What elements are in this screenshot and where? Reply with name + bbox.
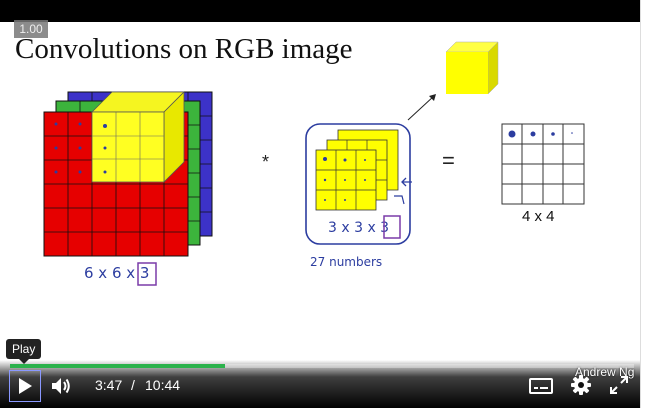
captions-button[interactable]	[528, 376, 554, 396]
filter-cube-front	[91, 111, 165, 183]
output-grid	[501, 123, 585, 205]
filter-outline	[305, 123, 411, 245]
captions-icon	[529, 378, 553, 394]
cube-arrow	[407, 95, 435, 121]
settings-button[interactable]	[570, 374, 592, 396]
output-dots	[508, 130, 573, 138]
convolution-operator: *	[262, 152, 270, 172]
cube-front	[446, 52, 488, 94]
filter-arrow-left	[401, 177, 412, 187]
filter-mark	[394, 195, 405, 205]
input-dots	[54, 122, 107, 174]
volume-button[interactable]	[49, 374, 73, 398]
play-button[interactable]	[9, 370, 41, 402]
input-channels-box	[137, 262, 157, 286]
filter-count-label: 27 numbers	[310, 255, 382, 269]
volume-icon	[52, 378, 70, 394]
time-separator: /	[131, 377, 135, 393]
progress-fill	[10, 364, 226, 368]
filter-dims-label: 3 x 3 x 3	[328, 220, 389, 236]
control-bar	[0, 360, 640, 408]
playback-speed-badge[interactable]: 1.00	[14, 20, 48, 38]
output-dims-label: 4 x 4	[522, 208, 555, 225]
current-time: 3:47	[95, 377, 123, 393]
slide-title: Convolutions on RGB image	[15, 33, 353, 65]
fullscreen-button[interactable]	[608, 374, 630, 396]
fullscreen-icon	[610, 376, 628, 394]
equals-operator: =	[442, 148, 455, 173]
slide-drawing: 6 x 6 x 3 3 x 3 x 3 27 numbers	[43, 41, 585, 286]
input-dims-label: 6 x 6 x 3	[84, 264, 149, 282]
progress-bar[interactable]	[10, 364, 634, 368]
play-icon	[19, 378, 32, 394]
author-watermark: Andrew Ng	[575, 365, 635, 379]
play-tooltip: Play	[6, 339, 42, 364]
top-letterbox	[0, 0, 648, 22]
filter-channels-box	[383, 215, 401, 239]
duration: 10:44	[145, 377, 181, 393]
gear-icon	[571, 375, 591, 395]
page-edge	[640, 0, 648, 408]
